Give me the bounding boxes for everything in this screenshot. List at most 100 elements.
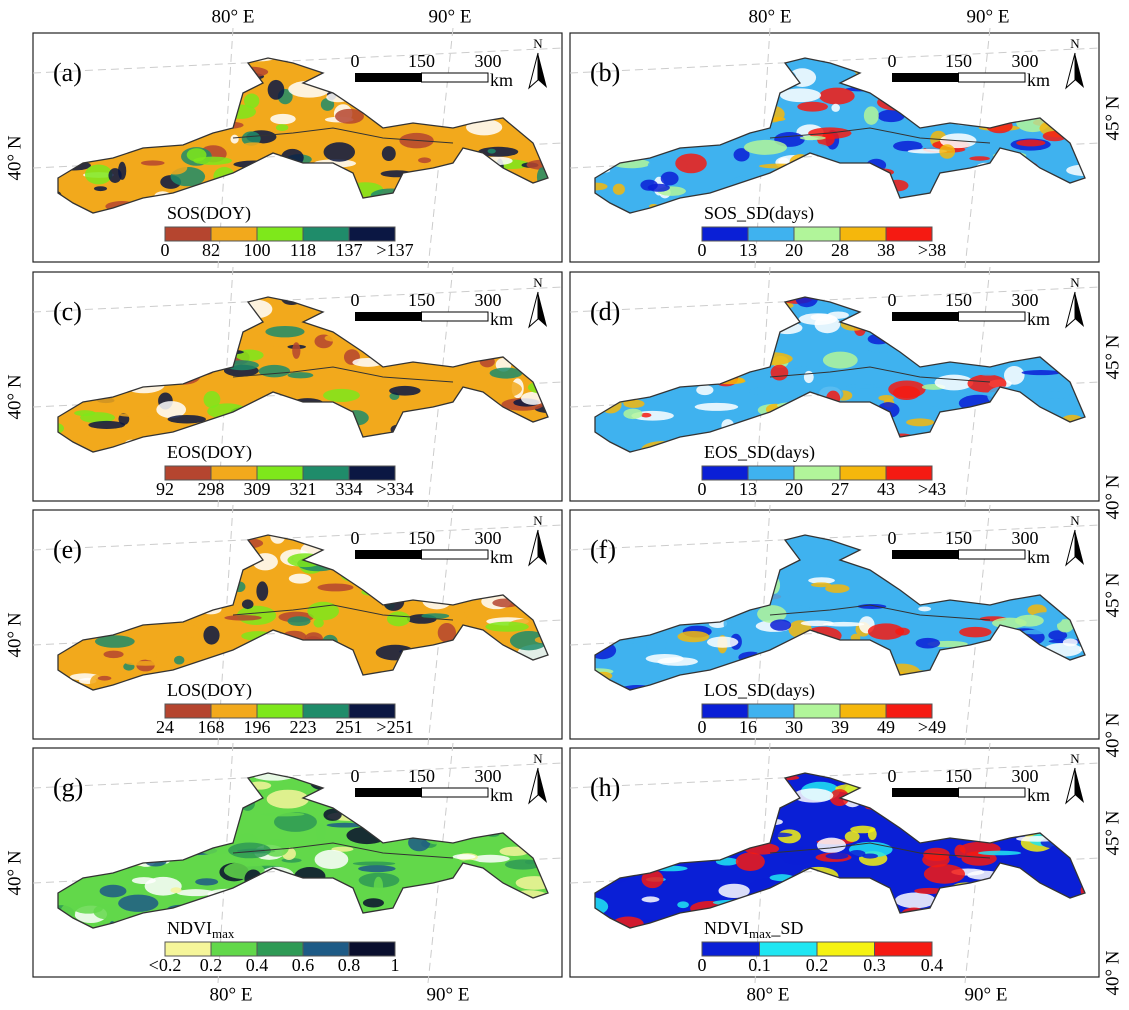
map-patch <box>288 573 312 584</box>
map-patch <box>452 854 476 860</box>
lat-label: 45° N <box>1102 810 1123 855</box>
map-patch <box>381 146 396 162</box>
map-patch <box>275 124 289 132</box>
legend-swatch <box>302 703 350 719</box>
map-patch <box>623 399 645 408</box>
legend-title: LOS_SD(days) <box>704 680 815 701</box>
map-patch <box>509 631 548 651</box>
map-patch <box>266 346 293 354</box>
legend-label: 1 <box>391 955 400 975</box>
map-patch <box>1062 638 1078 647</box>
lon-label: 80° E <box>747 984 790 1005</box>
legend-label: 49 <box>877 717 895 737</box>
lon-label: 90° E <box>967 6 1010 27</box>
map-patch <box>317 583 354 592</box>
north-arrow <box>1075 530 1084 565</box>
map-patch <box>770 619 792 631</box>
panel-label: (g) <box>53 773 83 802</box>
map-patch <box>323 808 342 821</box>
legend-title: EOS_SD(days) <box>704 442 815 463</box>
map-patch <box>757 605 787 623</box>
map-patch <box>163 160 188 175</box>
north-label: N <box>1070 36 1080 51</box>
map-patch <box>640 412 652 418</box>
map-patch <box>373 876 384 896</box>
legend-label: 309 <box>244 479 271 499</box>
graticule <box>32 47 563 74</box>
lat-label: 45° N <box>1102 95 1123 140</box>
map-patch <box>1003 366 1025 385</box>
map-patch <box>918 606 932 612</box>
map-patch <box>99 884 127 898</box>
lat-label: 40° N <box>4 850 25 895</box>
scale-tick: 300 <box>1012 51 1039 71</box>
map-patch <box>694 402 739 411</box>
legend-label: 16 <box>739 717 757 737</box>
scale-black <box>355 312 422 321</box>
legend-label: 0.2 <box>806 955 829 975</box>
legend-swatch <box>759 941 818 957</box>
map-patch <box>862 853 878 859</box>
legend-label: 0 <box>161 240 170 260</box>
boundary-line <box>232 842 454 859</box>
scale-tick: 0 <box>888 528 897 548</box>
graticule <box>32 762 563 789</box>
map-patch <box>228 842 271 859</box>
legend-swatch <box>793 226 841 242</box>
map-patch <box>1021 629 1048 635</box>
map-patch <box>1048 630 1068 641</box>
map-patch <box>125 661 166 666</box>
lat-label: 45° N <box>1102 334 1123 379</box>
map-patch <box>58 422 65 435</box>
map-patch <box>793 788 834 803</box>
map-patch <box>88 420 126 429</box>
legend-label: 298 <box>198 479 225 499</box>
map-patch <box>76 428 90 437</box>
scale-tick: 0 <box>888 766 897 786</box>
legend-title-main: SOS(DOY) <box>167 203 251 224</box>
legend-label: 27 <box>831 479 849 499</box>
map-patch <box>352 861 396 866</box>
legend-label: >49 <box>918 717 946 737</box>
map-patch <box>706 636 739 648</box>
map-patch <box>718 883 750 898</box>
legend-swatch <box>793 465 841 481</box>
scale-unit: km <box>1027 70 1050 90</box>
legend-label: >251 <box>376 717 413 737</box>
legend-swatch <box>164 941 212 957</box>
graticule <box>569 524 1100 551</box>
legend-label: 0 <box>698 717 707 737</box>
legend-swatch <box>302 465 350 481</box>
north-label: N <box>1070 275 1080 290</box>
map-patch <box>811 582 832 588</box>
boundary-line <box>769 366 991 383</box>
boundary-line <box>769 127 991 144</box>
map-patch <box>929 406 940 418</box>
panel-label: (f) <box>590 535 616 564</box>
map-patch <box>660 171 679 186</box>
map-patch <box>1015 614 1044 627</box>
legend-label: 28 <box>831 240 849 260</box>
legend-title: EOS(DOY) <box>167 442 252 463</box>
map-patch <box>307 601 340 621</box>
map-patch <box>93 903 122 920</box>
map-patch <box>195 878 219 886</box>
map-patch <box>97 675 112 681</box>
north-label: N <box>533 513 543 528</box>
legend-swatch <box>256 465 304 481</box>
map-patch <box>800 143 830 156</box>
map-patch <box>487 148 496 154</box>
legend-label: 0.3 <box>863 955 886 975</box>
scale-tick: 300 <box>1012 766 1039 786</box>
map-patch <box>799 135 826 141</box>
legend-swatch <box>816 941 875 957</box>
map-patch <box>326 822 364 828</box>
lat-label: 40° N <box>4 135 25 180</box>
scale-black <box>355 73 422 82</box>
legend-label: <0.2 <box>149 955 182 975</box>
legend-title-suffix: _SD <box>770 918 803 938</box>
map-patch <box>389 385 421 396</box>
legend-title: LOS(DOY) <box>167 680 252 701</box>
